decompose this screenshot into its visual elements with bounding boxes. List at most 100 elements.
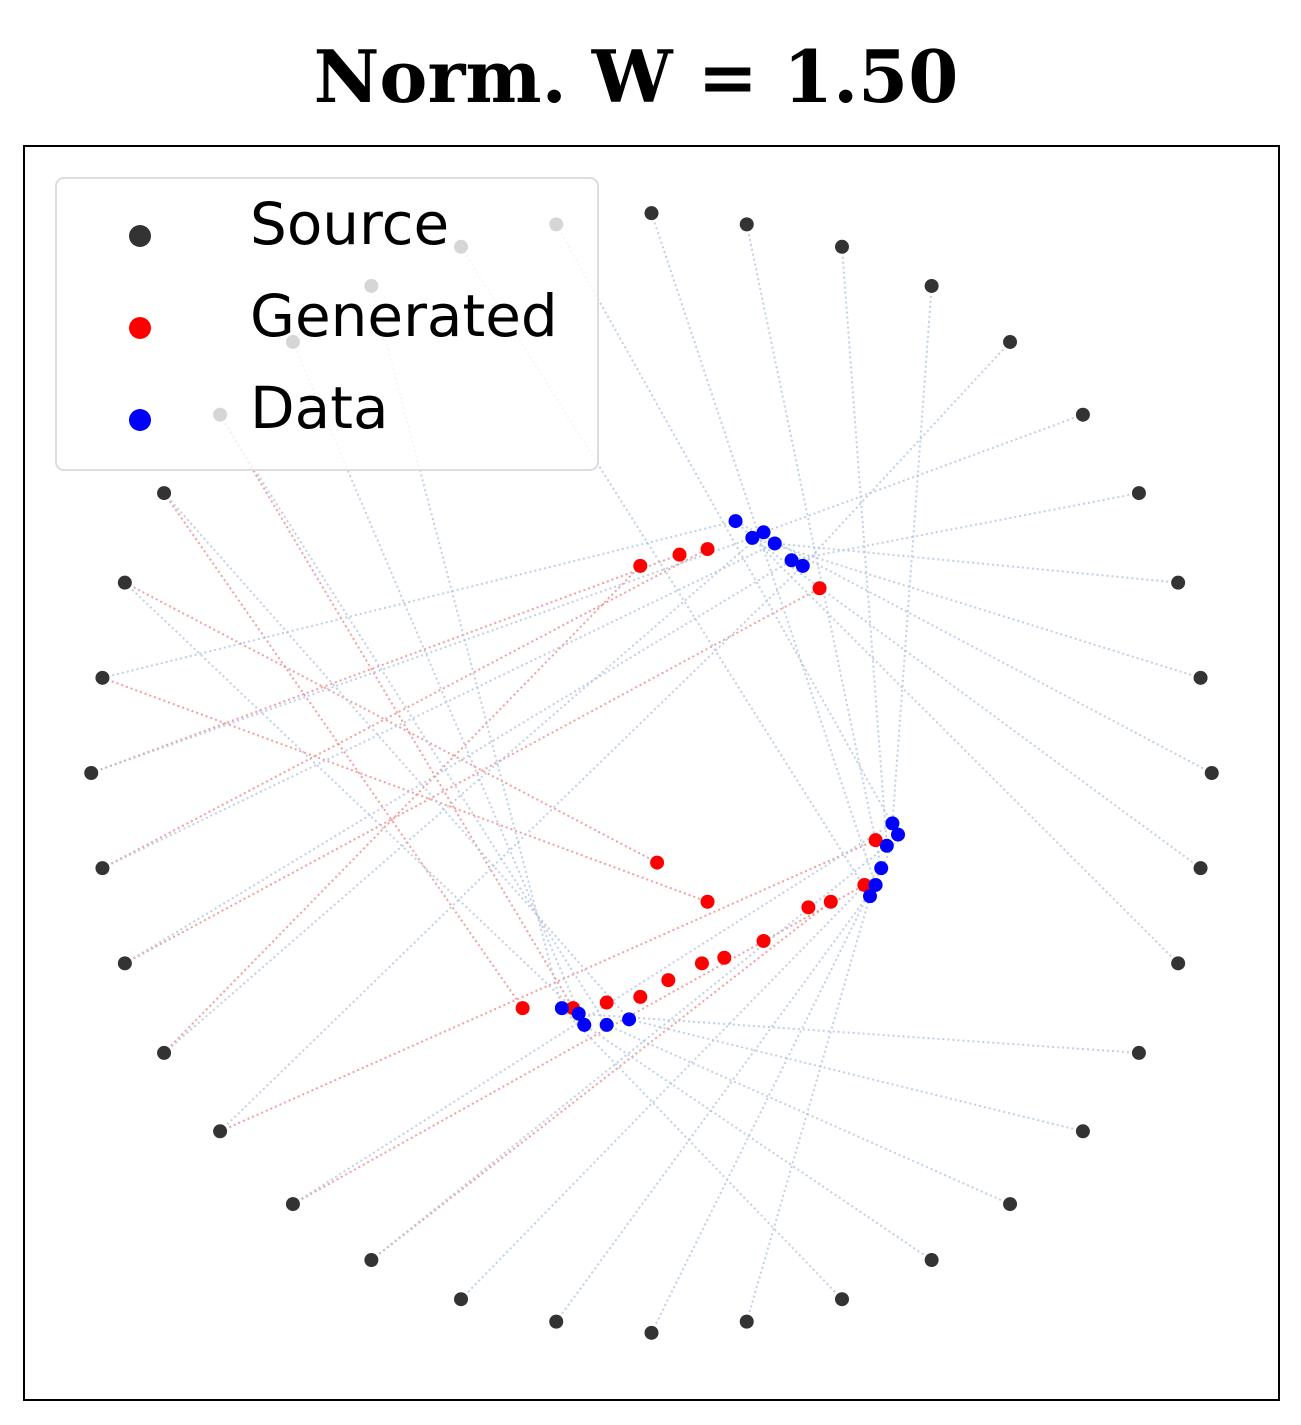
point xyxy=(1171,575,1186,590)
point xyxy=(868,877,883,892)
point xyxy=(728,514,743,529)
point xyxy=(285,1197,300,1212)
trajectory xyxy=(734,520,1179,965)
point xyxy=(213,1124,228,1139)
legend-label: Generated xyxy=(250,282,558,350)
point xyxy=(554,1001,569,1016)
point xyxy=(834,1292,849,1307)
point xyxy=(364,1253,379,1268)
point xyxy=(1075,1124,1090,1139)
point xyxy=(1193,670,1208,685)
point xyxy=(795,558,810,573)
point xyxy=(644,1325,659,1340)
point xyxy=(157,1045,172,1060)
point xyxy=(879,838,894,853)
point xyxy=(834,239,849,254)
point xyxy=(739,217,754,232)
point xyxy=(1131,1045,1146,1060)
legend: Source Generated Data xyxy=(55,177,599,471)
trajectory xyxy=(802,341,1011,567)
trajectory xyxy=(219,839,877,1133)
trajectory xyxy=(840,246,888,846)
point xyxy=(739,1314,754,1329)
trajectory xyxy=(555,223,899,836)
point xyxy=(633,989,648,1004)
point xyxy=(717,950,732,965)
trajectory xyxy=(555,884,877,1323)
trajectory xyxy=(124,587,821,965)
point xyxy=(1204,766,1219,780)
legend-marker xyxy=(129,225,151,247)
point xyxy=(885,816,900,831)
trajectory xyxy=(124,581,658,864)
trajectory xyxy=(561,1007,843,1300)
point xyxy=(874,861,889,876)
trajectory xyxy=(163,492,630,1020)
point xyxy=(1131,486,1146,501)
point xyxy=(868,833,883,848)
point xyxy=(891,827,906,842)
point xyxy=(857,877,872,892)
legend-label: Source xyxy=(250,190,449,258)
point xyxy=(1193,861,1208,876)
chart-title: Norm. W = 1.50 xyxy=(314,34,959,119)
trajectory xyxy=(90,553,680,774)
trajectory xyxy=(791,492,1140,562)
point xyxy=(767,536,782,551)
trajectory xyxy=(650,212,877,886)
trajectory xyxy=(90,536,753,774)
point xyxy=(515,1001,530,1016)
point xyxy=(157,486,172,501)
trajectory xyxy=(583,1024,933,1261)
trajectory xyxy=(763,413,1084,534)
trajectory xyxy=(102,542,776,870)
point xyxy=(756,525,771,540)
point xyxy=(84,766,99,780)
point xyxy=(599,1017,614,1032)
point xyxy=(812,581,827,596)
point xyxy=(95,861,110,876)
point xyxy=(1003,334,1018,349)
point xyxy=(1003,1197,1018,1212)
point xyxy=(650,855,665,870)
trajectory xyxy=(460,867,882,1300)
point xyxy=(784,553,799,568)
point xyxy=(571,1006,586,1021)
point xyxy=(95,670,110,685)
trajectory xyxy=(102,520,736,679)
trajectory xyxy=(101,548,708,870)
point xyxy=(633,558,648,573)
trajectory xyxy=(292,341,586,1026)
legend-label: Data xyxy=(250,374,389,442)
point xyxy=(801,900,816,915)
point xyxy=(700,542,715,557)
trajectory xyxy=(219,414,608,1026)
trajectory xyxy=(292,884,865,1205)
trajectory xyxy=(752,536,1201,679)
legend-box xyxy=(55,177,599,471)
trajectory xyxy=(370,900,832,1261)
trajectory xyxy=(774,542,1179,584)
point xyxy=(924,1253,939,1268)
point xyxy=(823,894,838,909)
trajectory xyxy=(163,565,642,1054)
trajectory xyxy=(650,834,899,1334)
point xyxy=(700,894,715,909)
trajectory xyxy=(219,414,574,1009)
point xyxy=(644,206,659,221)
point xyxy=(924,278,939,293)
trajectory xyxy=(606,1024,1011,1205)
trajectory xyxy=(219,565,804,1133)
trajectory xyxy=(745,224,883,869)
trajectory xyxy=(163,531,765,1054)
point xyxy=(599,995,614,1010)
plot-frame xyxy=(23,145,1280,1401)
point xyxy=(863,889,878,904)
point xyxy=(694,956,709,971)
trajectory xyxy=(628,1018,1084,1133)
legend-marker xyxy=(129,409,151,431)
point xyxy=(577,1017,592,1032)
point xyxy=(1075,407,1090,422)
point xyxy=(745,530,760,545)
